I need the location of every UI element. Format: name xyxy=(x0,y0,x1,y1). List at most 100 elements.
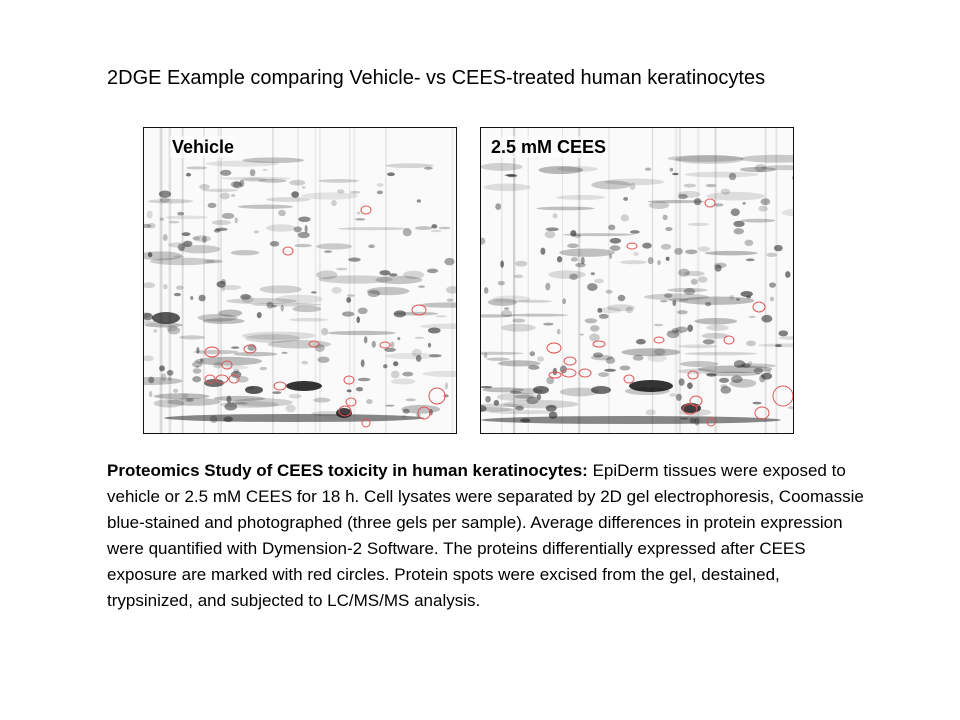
gel-spot xyxy=(346,389,352,393)
gel-spot xyxy=(493,399,500,406)
red-circle-marker xyxy=(428,387,446,405)
gel-spot xyxy=(604,368,617,372)
red-circle-marker xyxy=(379,341,391,349)
gel-spot xyxy=(356,211,361,215)
gel-spot xyxy=(310,291,317,294)
gel-spot xyxy=(176,285,184,290)
gel-spot xyxy=(379,270,391,276)
gel-spot xyxy=(173,255,185,258)
gel-band xyxy=(599,307,622,314)
gel-spot xyxy=(773,244,783,252)
red-circle-marker xyxy=(687,370,699,380)
gel-spot xyxy=(234,217,238,224)
gel-spot xyxy=(446,286,456,294)
gel-spot xyxy=(428,354,442,358)
gel-streak xyxy=(651,128,654,433)
gel-band xyxy=(488,410,559,415)
gel-band xyxy=(197,314,238,322)
gel-band xyxy=(507,313,569,317)
gel-blob xyxy=(533,386,549,394)
gel-spot xyxy=(158,190,172,198)
gel-band xyxy=(684,171,759,178)
gel-blob xyxy=(286,381,322,391)
gel-spot xyxy=(706,373,717,377)
gel-spot xyxy=(674,247,683,255)
gel-band xyxy=(739,166,776,173)
gel-spot xyxy=(271,304,277,308)
gel-spot xyxy=(168,376,172,381)
gel-band xyxy=(202,318,245,324)
gel-band xyxy=(647,199,705,204)
gel-band xyxy=(481,351,524,355)
gel-band xyxy=(186,166,208,170)
gel-streak xyxy=(168,128,172,433)
gel-spot xyxy=(144,355,154,362)
red-circle-marker xyxy=(546,342,562,354)
gel-spot xyxy=(196,346,200,354)
red-circle-marker xyxy=(221,360,233,370)
gel-band xyxy=(683,271,705,277)
gel-spot xyxy=(687,382,693,389)
gel-band xyxy=(678,368,716,374)
gel-band xyxy=(487,298,518,306)
gel-blob xyxy=(245,386,263,394)
gel-spot xyxy=(536,393,542,401)
gel-spot xyxy=(230,181,241,188)
gel-band xyxy=(390,378,416,385)
gel-spot xyxy=(664,293,673,298)
gel-spot xyxy=(285,404,296,413)
gel-spot xyxy=(355,387,364,392)
gel-spot xyxy=(662,214,668,221)
gel-spot xyxy=(224,402,238,411)
gel-spot xyxy=(669,393,676,397)
gel-spot xyxy=(678,378,685,386)
red-circle-marker xyxy=(308,340,320,348)
gel-band xyxy=(251,302,322,307)
gel-spot xyxy=(500,260,504,268)
gel-spot xyxy=(148,376,155,384)
gel-band xyxy=(221,176,291,181)
gel-spot xyxy=(567,243,579,249)
gel-spot xyxy=(481,237,486,245)
gel-streak xyxy=(678,128,682,433)
gel-spot xyxy=(678,194,688,200)
red-circle-marker xyxy=(754,406,770,420)
gel-spot xyxy=(485,395,491,403)
gel-spot xyxy=(146,222,156,229)
gel-spot xyxy=(594,278,604,284)
gel-band xyxy=(231,398,293,407)
gel-spot xyxy=(758,205,768,212)
gel-spot xyxy=(580,256,585,265)
gel-spot xyxy=(144,312,154,321)
gel-band xyxy=(218,309,243,317)
gel-spot xyxy=(733,360,746,368)
gel-spot xyxy=(192,368,202,374)
gel-image-vehicle xyxy=(144,128,456,433)
gel-band xyxy=(514,394,534,399)
gel-spot xyxy=(609,245,621,252)
gel-spot xyxy=(427,327,441,334)
gel-band xyxy=(149,257,216,266)
gel-spot xyxy=(376,183,384,187)
gel-spot xyxy=(685,249,698,255)
gel-streak xyxy=(203,128,205,433)
gel-spot xyxy=(590,325,600,332)
gel-spot xyxy=(540,247,546,255)
gel-blob xyxy=(204,379,224,387)
gel-spot xyxy=(590,272,595,276)
gel-band xyxy=(781,208,793,217)
gel-spot xyxy=(402,228,412,237)
red-circle-marker xyxy=(204,346,220,358)
gel-spot xyxy=(172,388,179,393)
gel-band xyxy=(179,245,221,254)
gel-band xyxy=(318,275,393,284)
gel-streak xyxy=(181,128,184,433)
gel-spot xyxy=(424,166,433,170)
gel-spot xyxy=(629,182,636,191)
gel-band xyxy=(258,178,287,183)
gel-band xyxy=(414,226,433,231)
gel-band xyxy=(375,275,423,285)
gel-spot xyxy=(405,398,417,402)
gel-streak xyxy=(527,128,529,433)
gel-spot xyxy=(221,286,226,292)
